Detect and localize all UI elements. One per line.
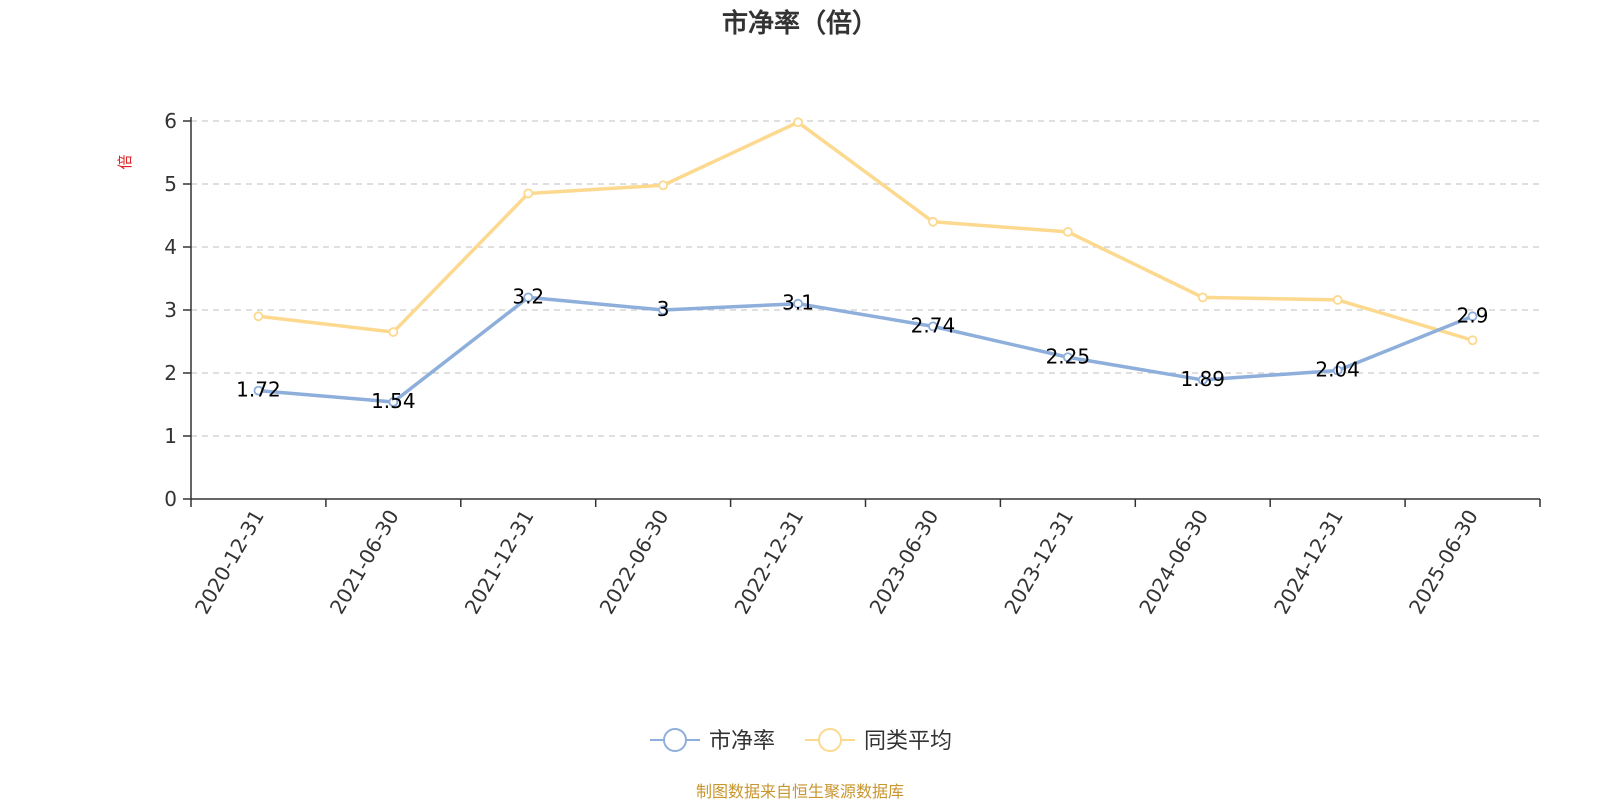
y-tick-label: 6: [164, 109, 177, 133]
data-point[interactable]: [1197, 292, 1208, 303]
data-label: 2.9: [1457, 303, 1489, 327]
data-point[interactable]: [928, 321, 938, 332]
series-line-1: [258, 120, 1474, 342]
data-label: 1.89: [1180, 367, 1225, 391]
data-label: 3: [657, 297, 670, 321]
source-note: 制图数据来自恒生聚源数据库: [696, 782, 904, 800]
x-tick-label: 2024-12-31: [1269, 506, 1348, 619]
data-point[interactable]: [1062, 226, 1073, 237]
data-point[interactable]: [1467, 311, 1478, 322]
data-point[interactable]: [1197, 375, 1208, 385]
x-tick-label: 2022-12-31: [729, 506, 808, 619]
data-label: 2.74: [911, 313, 956, 337]
x-tick-label: 2023-06-30: [864, 506, 943, 619]
data-label: 3.1: [782, 291, 814, 315]
data-point[interactable]: [253, 385, 264, 396]
data-point[interactable]: [523, 292, 534, 303]
data-label: 2.04: [1315, 357, 1360, 381]
data-point[interactable]: [1332, 295, 1343, 305]
y-tick-label: 0: [164, 487, 177, 511]
data-labels: 1.72 1.54 3.2 3 3.1 2.74 2.25 1.89 2.04 2.9: [236, 284, 1488, 413]
data-point[interactable]: [928, 216, 938, 227]
x-tick-label: 2023-12-31: [999, 506, 1078, 619]
series-lines: [253, 117, 1478, 407]
x-tick-label: 2020-12-31: [190, 506, 269, 619]
x-tick-label: 2021-12-31: [460, 506, 539, 619]
series-line-0: [258, 295, 1474, 404]
y-tick-label: 3: [164, 298, 177, 322]
data-label: 2.25: [1046, 344, 1091, 368]
x-tick-label: 2022-06-30: [595, 506, 674, 619]
data-point[interactable]: [1467, 335, 1478, 346]
y-axis-unit-label: 倍: [116, 154, 134, 169]
y-tick-label: 4: [164, 235, 177, 259]
data-label: 1.72: [236, 378, 281, 402]
data-point[interactable]: [253, 311, 264, 322]
legend-item[interactable]: 市净率: [650, 728, 775, 754]
data-point[interactable]: [1332, 365, 1343, 376]
data-label: 3.2: [512, 284, 544, 308]
legend-marker-icon: [818, 728, 842, 752]
legend-label: 市净率: [709, 729, 775, 754]
data-point[interactable]: [793, 298, 803, 309]
x-tick-label: 2025-06-30: [1404, 506, 1483, 619]
data-point[interactable]: [658, 180, 669, 191]
chart-title: 市净率（倍）: [722, 8, 878, 39]
legend-marker-icon: [663, 728, 687, 752]
y-tick-label: 5: [164, 172, 177, 196]
legend-item[interactable]: 同类平均: [805, 728, 952, 754]
x-tick-label: 2024-06-30: [1134, 506, 1213, 619]
data-point[interactable]: [658, 305, 669, 315]
legend-label: 同类平均: [864, 729, 952, 754]
x-tick-label: 2021-06-30: [325, 506, 404, 619]
data-point[interactable]: [793, 117, 803, 128]
legend: 市净率 同类平均: [650, 728, 952, 754]
data-point[interactable]: [388, 327, 399, 337]
data-point[interactable]: [388, 397, 399, 407]
data-label: 1.54: [371, 389, 416, 413]
data-point[interactable]: [1062, 352, 1073, 363]
y-tick-label: 2: [164, 361, 177, 385]
data-point[interactable]: [523, 188, 534, 199]
y-tick-label: 1: [164, 424, 177, 448]
